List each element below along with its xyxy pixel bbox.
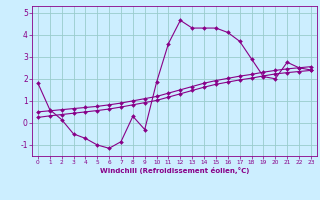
X-axis label: Windchill (Refroidissement éolien,°C): Windchill (Refroidissement éolien,°C) (100, 167, 249, 174)
